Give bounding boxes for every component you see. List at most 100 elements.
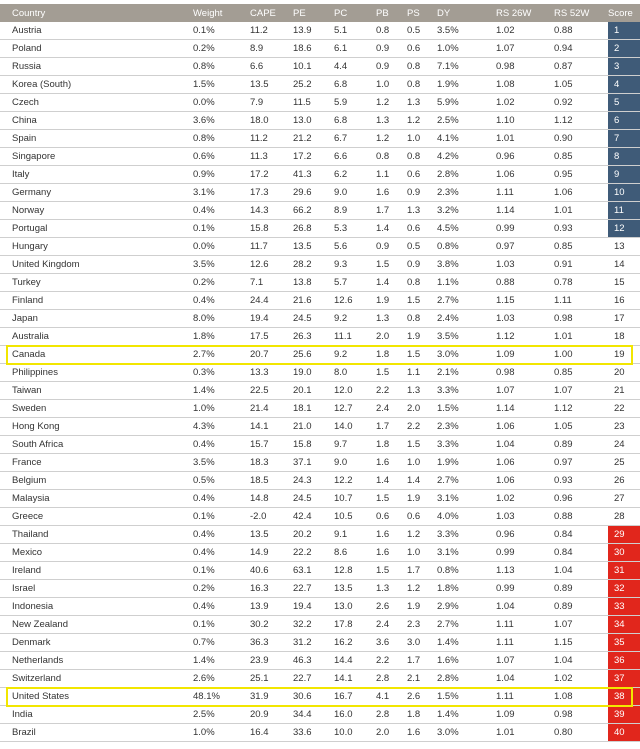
cell-country: Ireland [0, 561, 193, 580]
table-row: Hungary 0.0% 11.7 13.5 5.6 0.9 0.5 0.8% 0.97 0.85… [0, 237, 640, 256]
cell-rs-52w: 0.88 [554, 507, 608, 526]
cell-dy: 2.5% [437, 111, 496, 130]
cell-dy: 2.8% [437, 165, 496, 184]
cell-rs-26w: 1.04 [496, 435, 554, 454]
cell-country: China [0, 111, 193, 130]
cell-dy: 0.8% [437, 237, 496, 256]
cell-pb: 1.1 [376, 165, 407, 184]
cell-pe: 34.4 [293, 705, 334, 724]
cell-ps: 1.3 [407, 93, 437, 112]
cell-pc: 6.1 [334, 39, 376, 58]
cell-weight: 0.4% [193, 489, 250, 508]
cell-rs-52w: 1.04 [554, 561, 608, 580]
cell-weight: 0.2% [193, 39, 250, 58]
table-row: Portugal 0.1% 15.8 26.8 5.3 1.4 0.6 4.5% 0.99 0.9… [0, 219, 640, 238]
cell-rs-26w: 1.07 [496, 39, 554, 58]
cell-ps: 0.8 [407, 147, 437, 166]
cell-rs-52w: 0.98 [554, 705, 608, 724]
cell-pe: 19.4 [293, 597, 334, 616]
cell-pc: 14.1 [334, 669, 376, 688]
cell-rs-52w: 1.07 [554, 615, 608, 634]
cell-score: 34 [608, 615, 640, 634]
cell-score: 12 [608, 219, 640, 238]
cell-cape: 11.2 [250, 129, 293, 148]
column-header-pb: PB [376, 4, 407, 22]
cell-ps: 1.4 [407, 471, 437, 490]
table-row: Canada 2.7% 20.7 25.6 9.2 1.8 1.5 3.0% 1.09 1.00 1… [0, 345, 640, 364]
cell-pb: 1.5 [376, 561, 407, 580]
cell-pb: 2.6 [376, 597, 407, 616]
cell-pb: 1.3 [376, 309, 407, 328]
cell-pc: 13.5 [334, 579, 376, 598]
cell-rs-52w: 0.91 [554, 255, 608, 274]
cell-weight: 0.4% [193, 435, 250, 454]
cell-country: Finland [0, 291, 193, 310]
cell-ps: 1.2 [407, 579, 437, 598]
table-row: Denmark 0.7% 36.3 31.2 16.2 3.6 3.0 1.4% 1.11 1.1… [0, 633, 640, 652]
cell-score: 33 [608, 597, 640, 616]
cell-country: Mexico [0, 543, 193, 562]
cell-pc: 12.6 [334, 291, 376, 310]
cell-cape: 18.5 [250, 471, 293, 490]
cell-ps: 2.3 [407, 615, 437, 634]
cell-score: 9 [608, 165, 640, 184]
cell-pe: 46.3 [293, 651, 334, 670]
cell-ps: 2.1 [407, 669, 437, 688]
cell-rs-52w: 1.05 [554, 75, 608, 94]
cell-pc: 10.5 [334, 507, 376, 526]
cell-weight: 0.4% [193, 597, 250, 616]
cell-dy: 3.1% [437, 489, 496, 508]
cell-pc: 16.2 [334, 633, 376, 652]
table-row: Greece 0.1% -2.0 42.4 10.5 0.6 0.6 4.0% 1.03 0.88… [0, 507, 640, 526]
cell-pb: 1.7 [376, 201, 407, 220]
cell-pc: 5.3 [334, 219, 376, 238]
table-row: Indonesia 0.4% 13.9 19.4 13.0 2.6 1.9 2.9% 1.04 0… [0, 597, 640, 616]
cell-pc: 9.7 [334, 435, 376, 454]
cell-pb: 1.4 [376, 219, 407, 238]
cell-weight: 0.1% [193, 615, 250, 634]
cell-dy: 3.3% [437, 381, 496, 400]
cell-country: Russia [0, 57, 193, 76]
cell-cape: 14.1 [250, 417, 293, 436]
column-header-pe: PE [293, 4, 334, 22]
table-row: United Kingdom 3.5% 12.6 28.2 9.3 1.5 0.9 3.8% 1… [0, 255, 640, 274]
cell-pe: 22.7 [293, 579, 334, 598]
cell-rs-26w: 0.98 [496, 363, 554, 382]
cell-rs-26w: 1.06 [496, 417, 554, 436]
cell-rs-52w: 0.98 [554, 309, 608, 328]
cell-rs-26w: 0.96 [496, 525, 554, 544]
cell-weight: 1.8% [193, 327, 250, 346]
cell-dy: 1.8% [437, 579, 496, 598]
cell-pc: 13.0 [334, 597, 376, 616]
cell-pe: 18.6 [293, 39, 334, 58]
cell-country: Turkey [0, 273, 193, 292]
cell-rs-52w: 1.05 [554, 417, 608, 436]
cell-pc: 6.2 [334, 165, 376, 184]
cell-pe: 25.2 [293, 75, 334, 94]
cell-pe: 25.6 [293, 345, 334, 364]
cell-weight: 0.4% [193, 201, 250, 220]
cell-country: New Zealand [0, 615, 193, 634]
cell-rs-52w: 0.96 [554, 489, 608, 508]
cell-country: Korea (South) [0, 75, 193, 94]
cell-rs-26w: 1.06 [496, 471, 554, 490]
cell-cape: 23.9 [250, 651, 293, 670]
column-header-ps: PS [407, 4, 437, 22]
cell-rs-26w: 1.09 [496, 345, 554, 364]
cell-pc: 5.9 [334, 93, 376, 112]
cell-rs-26w: 1.06 [496, 453, 554, 472]
cell-pc: 8.0 [334, 363, 376, 382]
cell-ps: 1.0 [407, 129, 437, 148]
cell-pc: 6.7 [334, 129, 376, 148]
cell-country: Malaysia [0, 489, 193, 508]
cell-rs-52w: 0.85 [554, 237, 608, 256]
cell-score: 39 [608, 705, 640, 724]
cell-dy: 2.7% [437, 291, 496, 310]
cell-pb: 1.3 [376, 579, 407, 598]
table-row: Finland 0.4% 24.4 21.6 12.6 1.9 1.5 2.7% 1.15 1.1… [0, 291, 640, 310]
cell-weight: 3.5% [193, 453, 250, 472]
cell-ps: 0.9 [407, 255, 437, 274]
cell-ps: 1.3 [407, 201, 437, 220]
cell-score: 8 [608, 147, 640, 166]
cell-pe: 66.2 [293, 201, 334, 220]
